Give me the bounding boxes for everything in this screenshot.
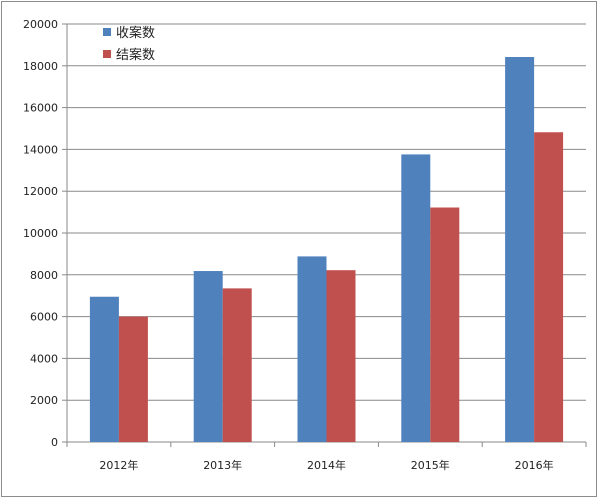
y-tick-label: 16000 bbox=[23, 102, 58, 115]
bar-closed-4 bbox=[534, 132, 564, 442]
y-tick-label: 12000 bbox=[23, 185, 58, 198]
x-axis: 2012年 2013年 2014年 2015年 2016年 bbox=[66, 441, 587, 472]
gridlines bbox=[67, 23, 586, 401]
x-tick-label: 2013年 bbox=[203, 458, 242, 472]
x-tick-label: 2014年 bbox=[307, 458, 346, 472]
bar-closed-3 bbox=[430, 207, 460, 442]
bar-received-3 bbox=[401, 154, 431, 442]
bar-received-2 bbox=[297, 256, 327, 442]
y-tick-label: 6000 bbox=[30, 311, 58, 324]
y-axis: 0 2000 4000 6000 8000 10000 12000 14000 16000 180… bbox=[23, 18, 68, 449]
y-tick-label: 20000 bbox=[23, 18, 58, 31]
legend-label: 收案数 bbox=[116, 26, 155, 41]
y-tick-label: 18000 bbox=[23, 60, 58, 73]
bar-closed-0 bbox=[118, 316, 148, 442]
y-tick-label: 14000 bbox=[23, 143, 58, 156]
y-tick-label: 10000 bbox=[23, 227, 58, 240]
bar-closed-1 bbox=[222, 288, 252, 442]
y-tick-label: 8000 bbox=[30, 269, 58, 282]
bar-closed-2 bbox=[326, 270, 356, 442]
y-tick-label: 4000 bbox=[30, 352, 58, 365]
bar-received-4 bbox=[505, 57, 535, 442]
x-tick-label: 2016年 bbox=[515, 458, 554, 472]
legend-swatch bbox=[103, 28, 111, 36]
legend-label: 结案数 bbox=[116, 48, 155, 63]
bars bbox=[89, 57, 564, 442]
y-tick-label: 2000 bbox=[30, 394, 58, 407]
x-tick-label: 2015年 bbox=[411, 458, 450, 472]
bar-received-0 bbox=[89, 296, 119, 442]
x-tick-label: 2012年 bbox=[99, 458, 138, 472]
bar-received-1 bbox=[193, 271, 223, 442]
legend-swatch bbox=[103, 50, 111, 58]
y-tick-label: 0 bbox=[51, 436, 58, 449]
